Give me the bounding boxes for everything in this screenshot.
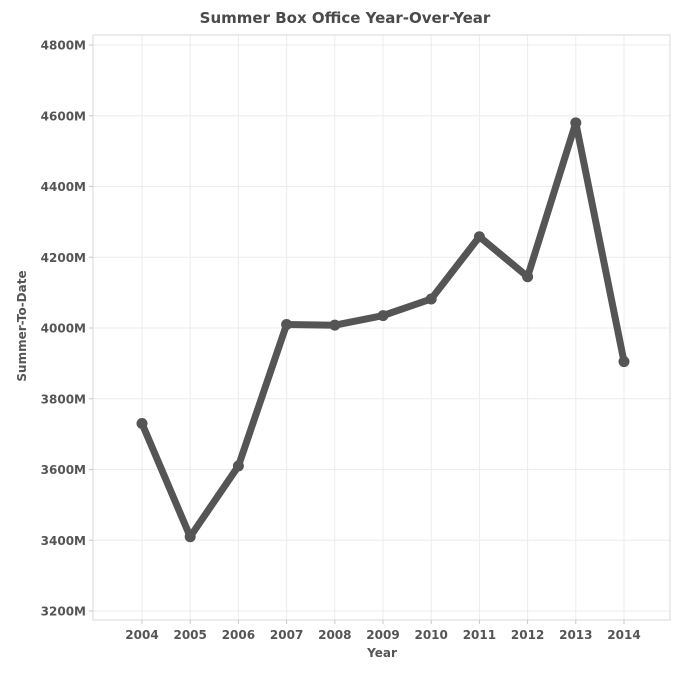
series-layer: [136, 117, 630, 543]
data-point-2014[interactable]: [618, 356, 630, 368]
x-tick-label: 2008: [318, 628, 351, 642]
data-point-2004[interactable]: [136, 418, 148, 430]
chart-title: Summer Box Office Year-Over-Year: [200, 9, 491, 27]
data-point-2012[interactable]: [522, 271, 534, 283]
x-tick-label: 2012: [511, 628, 544, 642]
data-point-2006[interactable]: [232, 460, 244, 472]
data-point-2008[interactable]: [329, 319, 341, 331]
x-tick-label: 2010: [414, 628, 447, 642]
x-tick-label: 2005: [173, 628, 206, 642]
x-tick-label: 2013: [559, 628, 592, 642]
y-tick-label: 3600M: [41, 463, 86, 477]
y-tick-label: 3400M: [41, 534, 86, 548]
x-tick-label: 2007: [270, 628, 303, 642]
x-axis-ticks: 2004 2005 2006 2007 2008 2009 2010 2011 2012 2013…: [125, 620, 641, 642]
y-axis-ticks: 3200M 3400M 3600M 3800M 4000M 4200M 4400M 4600M…: [41, 39, 93, 619]
y-tick-label: 3800M: [41, 392, 86, 406]
x-axis-label: Year: [366, 646, 397, 660]
x-tick-label: 2004: [125, 628, 158, 642]
data-point-2013[interactable]: [570, 117, 582, 129]
x-tick-label: 2011: [463, 628, 496, 642]
y-tick-label: 4600M: [41, 109, 86, 123]
y-tick-label: 4400M: [41, 180, 86, 194]
y-tick-label: 4800M: [41, 39, 86, 53]
data-point-2007[interactable]: [281, 318, 293, 330]
data-point-2009[interactable]: [377, 310, 389, 322]
data-point-2011[interactable]: [473, 231, 485, 243]
y-axis-label: Summer-To-Date: [15, 270, 29, 381]
y-tick-label: 3200M: [41, 605, 86, 619]
data-point-2005[interactable]: [184, 531, 196, 543]
x-tick-label: 2006: [222, 628, 255, 642]
data-point-2010[interactable]: [425, 293, 437, 305]
grid-layer: [93, 35, 670, 620]
x-tick-label: 2014: [607, 628, 640, 642]
x-tick-label: 2009: [366, 628, 399, 642]
y-tick-label: 4200M: [41, 251, 86, 265]
y-tick-label: 4000M: [41, 322, 86, 336]
